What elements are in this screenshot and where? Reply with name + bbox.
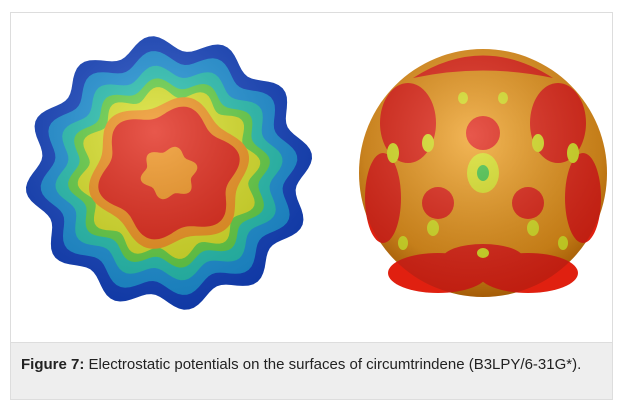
page: Figure 7: Electrostatic potentials on th… <box>0 0 617 405</box>
figure-image <box>10 12 613 342</box>
figure-caption: Figure 7: Electrostatic potentials on th… <box>10 342 613 400</box>
caption-text: Electrostatic potentials on the surfaces… <box>89 356 582 373</box>
figure-label: Figure 7: <box>21 356 84 373</box>
figure-graphic <box>11 13 612 343</box>
sphere-shading <box>359 49 607 297</box>
shading <box>26 36 312 309</box>
